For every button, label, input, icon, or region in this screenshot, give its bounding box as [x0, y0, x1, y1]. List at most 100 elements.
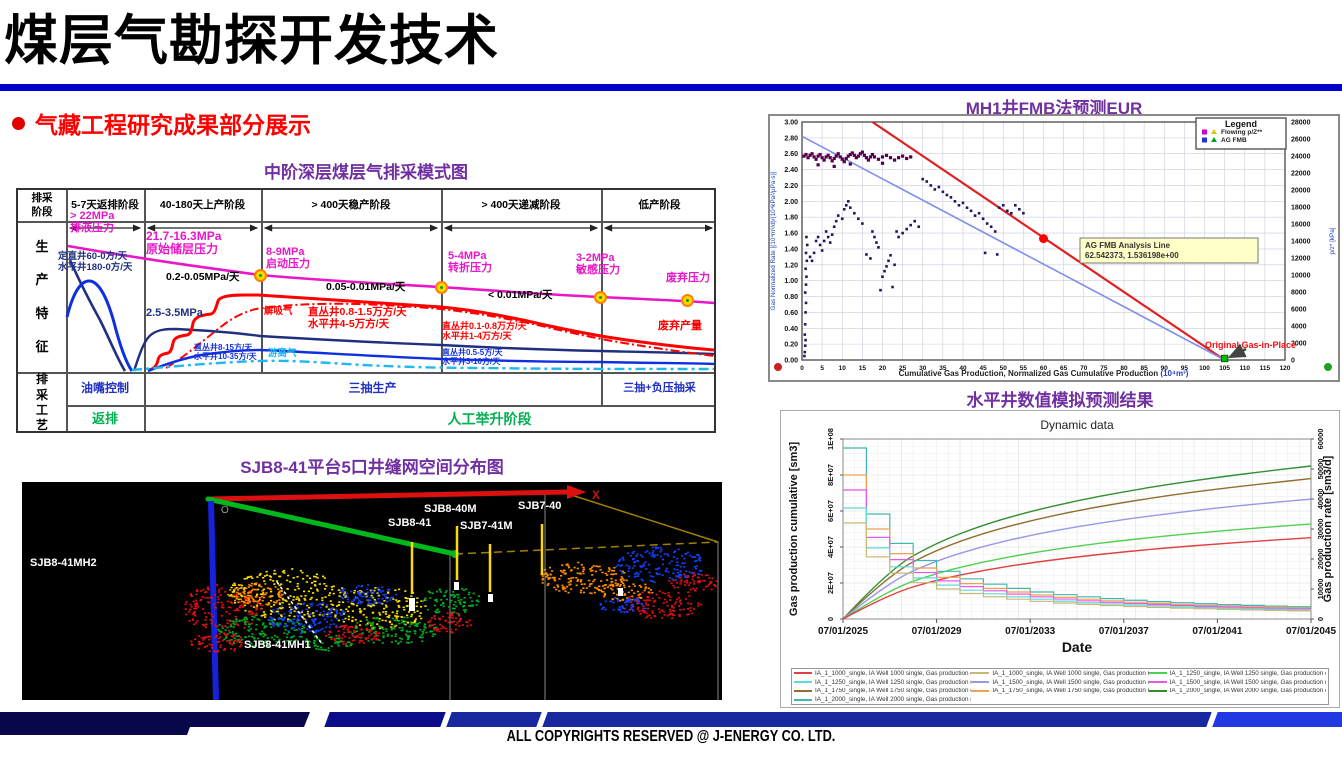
- drainage-chart-title: 中阶深层煤层气排采模式图: [264, 163, 468, 182]
- sim-y-axis-label-right: Gas production rate [sm3/d]: [1322, 455, 1334, 602]
- chart-annotation: > 22MPa 排液压力: [70, 210, 115, 235]
- legend-item: IA_1_1250_single, IA Well 1250 single, G…: [794, 679, 971, 686]
- cumulative-curve: [842, 523, 1312, 620]
- svg-text:07/01/2037: 07/01/2037: [1099, 626, 1149, 637]
- phase-header-5: 低产阶段: [638, 198, 681, 211]
- well-label: SJB8-41MH1: [244, 639, 311, 651]
- legend-item: IA_1_2000_single, IA Well 2000 single, G…: [1148, 688, 1326, 694]
- svg-text:1.20: 1.20: [784, 262, 798, 269]
- svg-text:2.60: 2.60: [784, 151, 798, 158]
- chart-annotation: 0.2-0.05MPa/天: [166, 271, 240, 283]
- row-label-production: 生 产 特 征: [35, 239, 49, 354]
- svg-text:1E+08: 1E+08: [826, 428, 835, 450]
- sim-chart: Dynamic data 0 2E+07 4E+07 6E+07 8E+07 1E+08 0 1…: [780, 410, 1340, 708]
- svg-text:2E+07: 2E+07: [826, 572, 835, 594]
- svg-text:Flowing p/Z**: Flowing p/Z**: [1221, 129, 1263, 136]
- legend-item: IA_1_1750_single, IA Well 1750 single, G…: [794, 688, 971, 694]
- pressure-point-marker: [254, 269, 267, 282]
- svg-text:105: 105: [1219, 365, 1230, 372]
- chart-annotation: 直丛井0.1-0.8万方/天 水平井1-4万方/天: [442, 321, 527, 342]
- svg-text:0.20: 0.20: [784, 342, 798, 349]
- svg-text:80: 80: [1120, 365, 1128, 372]
- svg-text:18000: 18000: [1291, 205, 1311, 212]
- chart-annotation: 废弃压力: [666, 272, 710, 284]
- process-pump-vacuum: 三抽+负压抽采: [623, 381, 696, 394]
- svg-text:50000: 50000: [1316, 459, 1325, 480]
- x-axis-red: [207, 489, 568, 502]
- svg-text:15: 15: [859, 365, 867, 372]
- svg-text:70: 70: [1080, 365, 1088, 372]
- section-heading: 气藏工程研究成果部分展示: [12, 106, 311, 140]
- svg-text:62.542373, 1.536198e+00: 62.542373, 1.536198e+00: [1085, 251, 1179, 260]
- pressure-point-marker: [594, 291, 607, 304]
- svg-text:26000: 26000: [1291, 137, 1311, 144]
- process-pump-production: 三抽生产: [348, 381, 397, 395]
- svg-text:60: 60: [1040, 365, 1048, 372]
- svg-text:10000: 10000: [1316, 579, 1325, 600]
- svg-text:8E+07: 8E+07: [826, 464, 835, 486]
- svg-text:1.40: 1.40: [784, 246, 798, 253]
- svg-text:6000: 6000: [1291, 307, 1307, 314]
- svg-text:20000: 20000: [1316, 549, 1325, 570]
- process-artificial-lift: 人工举升阶段: [447, 410, 532, 427]
- bullet-icon: [12, 116, 25, 130]
- fmb-chart: 0 5 10 15 20 25 30 35 40 45 50 55 60 65 70 75 80 85 90 95 10…: [768, 114, 1340, 382]
- svg-text:40000: 40000: [1316, 489, 1325, 510]
- svg-text:40: 40: [959, 365, 967, 372]
- svg-text:55: 55: [1020, 365, 1028, 372]
- trend-line: [801, 135, 1225, 361]
- svg-text:14000: 14000: [1291, 239, 1311, 246]
- sim-x-axis-label: Date: [1062, 639, 1093, 655]
- svg-text:AG FMB Analysis Line: AG FMB Analysis Line: [1085, 241, 1171, 250]
- svg-text:1.80: 1.80: [784, 215, 798, 222]
- x-axis-letter: X: [592, 488, 600, 502]
- fmb-chart-title: MH1井FMB法预测EUR: [965, 99, 1143, 118]
- svg-text:10: 10: [839, 365, 847, 372]
- red-corner-icon: [774, 363, 782, 371]
- svg-text:AG FMB: AG FMB: [1221, 137, 1247, 144]
- chart-annotation: < 0.01MPa/天: [488, 289, 553, 301]
- sim-inner-title: Dynamic data: [1040, 418, 1114, 432]
- fmb-plot: 0 5 10 15 20 25 30 35 40 45 50 55 60 65 70 75 80 85 90 95 10…: [768, 114, 1340, 382]
- legend-item: IA_1_1500_single, IA Well 1500 single, G…: [971, 679, 1149, 686]
- svg-text:2.80: 2.80: [784, 135, 798, 142]
- band-segment: [324, 712, 446, 727]
- legend-item: IA_1_1250_single, IA Well 1250 single, G…: [1148, 670, 1326, 677]
- fmb-x-axis-label: Cumulative Gas Production, Normalized Ga…: [899, 369, 1189, 378]
- grid-line: [18, 221, 714, 223]
- chart-annotation: 解吸气: [264, 306, 293, 317]
- chart-annotation: 8-9MPa 启动压力: [266, 246, 310, 271]
- phase-header-1: 5-7天 返排阶段: [71, 198, 139, 211]
- chart-annotation: 定直井60-0方/天 水平井180-0方/天: [58, 251, 133, 273]
- chart-annotation: 游离气: [268, 348, 297, 359]
- legend-item: IA_1_1000_single, IA Well 1000 single, G…: [794, 670, 971, 677]
- title-divider: [0, 84, 1342, 91]
- svg-text:10000: 10000: [1291, 273, 1311, 280]
- svg-text:2.40: 2.40: [784, 167, 798, 174]
- svg-text:30000: 30000: [1316, 519, 1325, 540]
- drainage-chart: 排采 阶段 5-7天 返排阶段 40-180天 上产阶段 > 400天 稳产阶段…: [16, 188, 716, 433]
- sim-chart-title: 水平井数值模拟预测结果: [966, 391, 1154, 410]
- rate-curve: [843, 522, 1312, 612]
- svg-text:85: 85: [1141, 365, 1149, 372]
- svg-text:22000: 22000: [1291, 171, 1311, 178]
- pressure-point-marker: [435, 281, 448, 294]
- grid-line: [66, 405, 714, 407]
- section-heading-label: 气藏工程研究成果部分展示: [35, 112, 311, 138]
- fracture-point-clusters: [184, 546, 718, 653]
- well-label: SJB7-41M: [460, 520, 513, 532]
- svg-text:24000: 24000: [1291, 154, 1311, 161]
- svg-text:3.00: 3.00: [784, 120, 798, 127]
- fmb-y-axis-label-right: p/z* [kPa]: [1329, 227, 1336, 254]
- band-segment: [1212, 712, 1342, 727]
- scatter-series: [802, 150, 913, 169]
- svg-text:0.60: 0.60: [784, 310, 798, 317]
- svg-text:07/01/2033: 07/01/2033: [1005, 626, 1055, 637]
- svg-text:07/01/2029: 07/01/2029: [912, 626, 962, 637]
- drainage-annotations: > 22MPa 排液压力 定直井60-0方/天 水平井180-0方/天 21.7-1…: [18, 190, 714, 431]
- process-choke-control: 油嘴控制: [80, 381, 129, 395]
- page-title: 煤层气勘探开发技术: [4, 9, 499, 72]
- process-flowback: 返排: [91, 411, 118, 427]
